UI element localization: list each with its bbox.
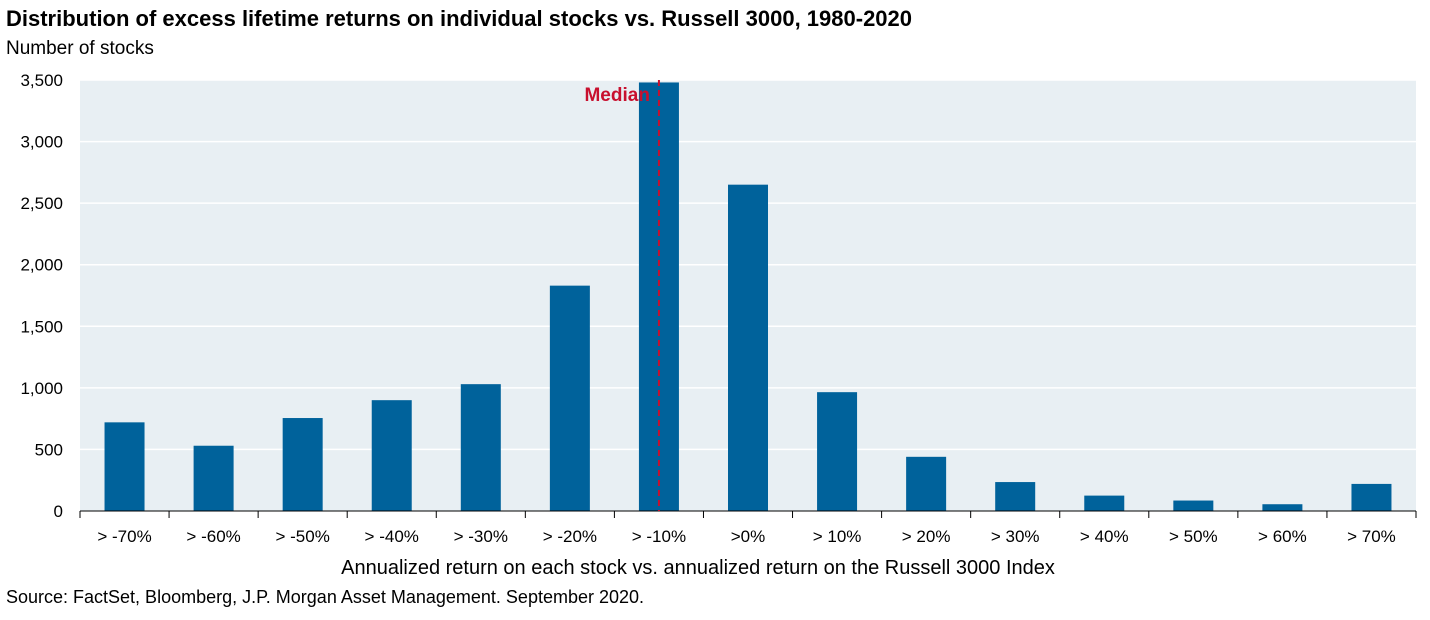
bar: [371, 400, 412, 511]
bar: [1351, 483, 1392, 511]
x-tick-label: > 60%: [1258, 527, 1307, 546]
y-tick-label: 3,000: [20, 133, 63, 152]
bar: [817, 392, 858, 511]
x-tick-label: > 30%: [991, 527, 1040, 546]
chart-title: Distribution of excess lifetime returns …: [6, 6, 913, 31]
x-tick-labels: > -70% > -60% > -50% > -40% > -30% > -20% > -1…: [97, 527, 1395, 546]
x-tick-label: > 20%: [902, 527, 951, 546]
x-tick-label: > 50%: [1169, 527, 1218, 546]
bar: [995, 482, 1036, 511]
x-tick-label: > 70%: [1347, 527, 1396, 546]
bar: [460, 384, 501, 511]
bar: [549, 285, 590, 511]
source-note: Source: FactSet, Bloomberg, J.P. Morgan …: [6, 587, 645, 607]
y-tick-label: 2,000: [20, 256, 63, 275]
bar: [906, 456, 947, 511]
bar: [1173, 500, 1214, 511]
bar: [282, 418, 323, 511]
bar: [104, 422, 145, 511]
y-tick-label: 1,000: [20, 379, 63, 398]
bar: [638, 82, 679, 511]
y-axis-title: Number of stocks: [6, 38, 154, 59]
y-tick-labels: 0 500 1,000 1,500 2,000 2,500 3,000 3,500: [20, 71, 63, 521]
y-tick-label: 1,500: [20, 317, 63, 336]
y-tick-label: 0: [54, 502, 63, 521]
median-annotation: Median: [584, 80, 660, 511]
bar: [1084, 495, 1125, 511]
bar: [193, 445, 234, 511]
x-tick-label: >0%: [731, 527, 766, 546]
x-axis-title: Annualized return on each stock vs. annu…: [341, 557, 1055, 579]
x-tick-label: > -50%: [275, 527, 329, 546]
y-tick-label: 2,500: [20, 194, 63, 213]
x-tick-label: > -60%: [186, 527, 240, 546]
x-tick-label: > -40%: [365, 527, 419, 546]
y-tick-label: 3,500: [20, 71, 63, 90]
x-tick-label: > -70%: [97, 527, 151, 546]
bar: [1262, 504, 1303, 511]
x-tick-label: > -10%: [632, 527, 686, 546]
x-tick-label: > -20%: [543, 527, 597, 546]
y-tick-label: 500: [35, 440, 63, 459]
bar: [728, 184, 768, 511]
x-tick-marks: [79, 511, 1417, 518]
median-label: Median: [584, 85, 649, 106]
x-tick-label: > -30%: [454, 527, 508, 546]
x-tick-label: > 40%: [1080, 527, 1129, 546]
x-tick-label: > 10%: [813, 527, 862, 546]
bars: [104, 82, 1392, 511]
